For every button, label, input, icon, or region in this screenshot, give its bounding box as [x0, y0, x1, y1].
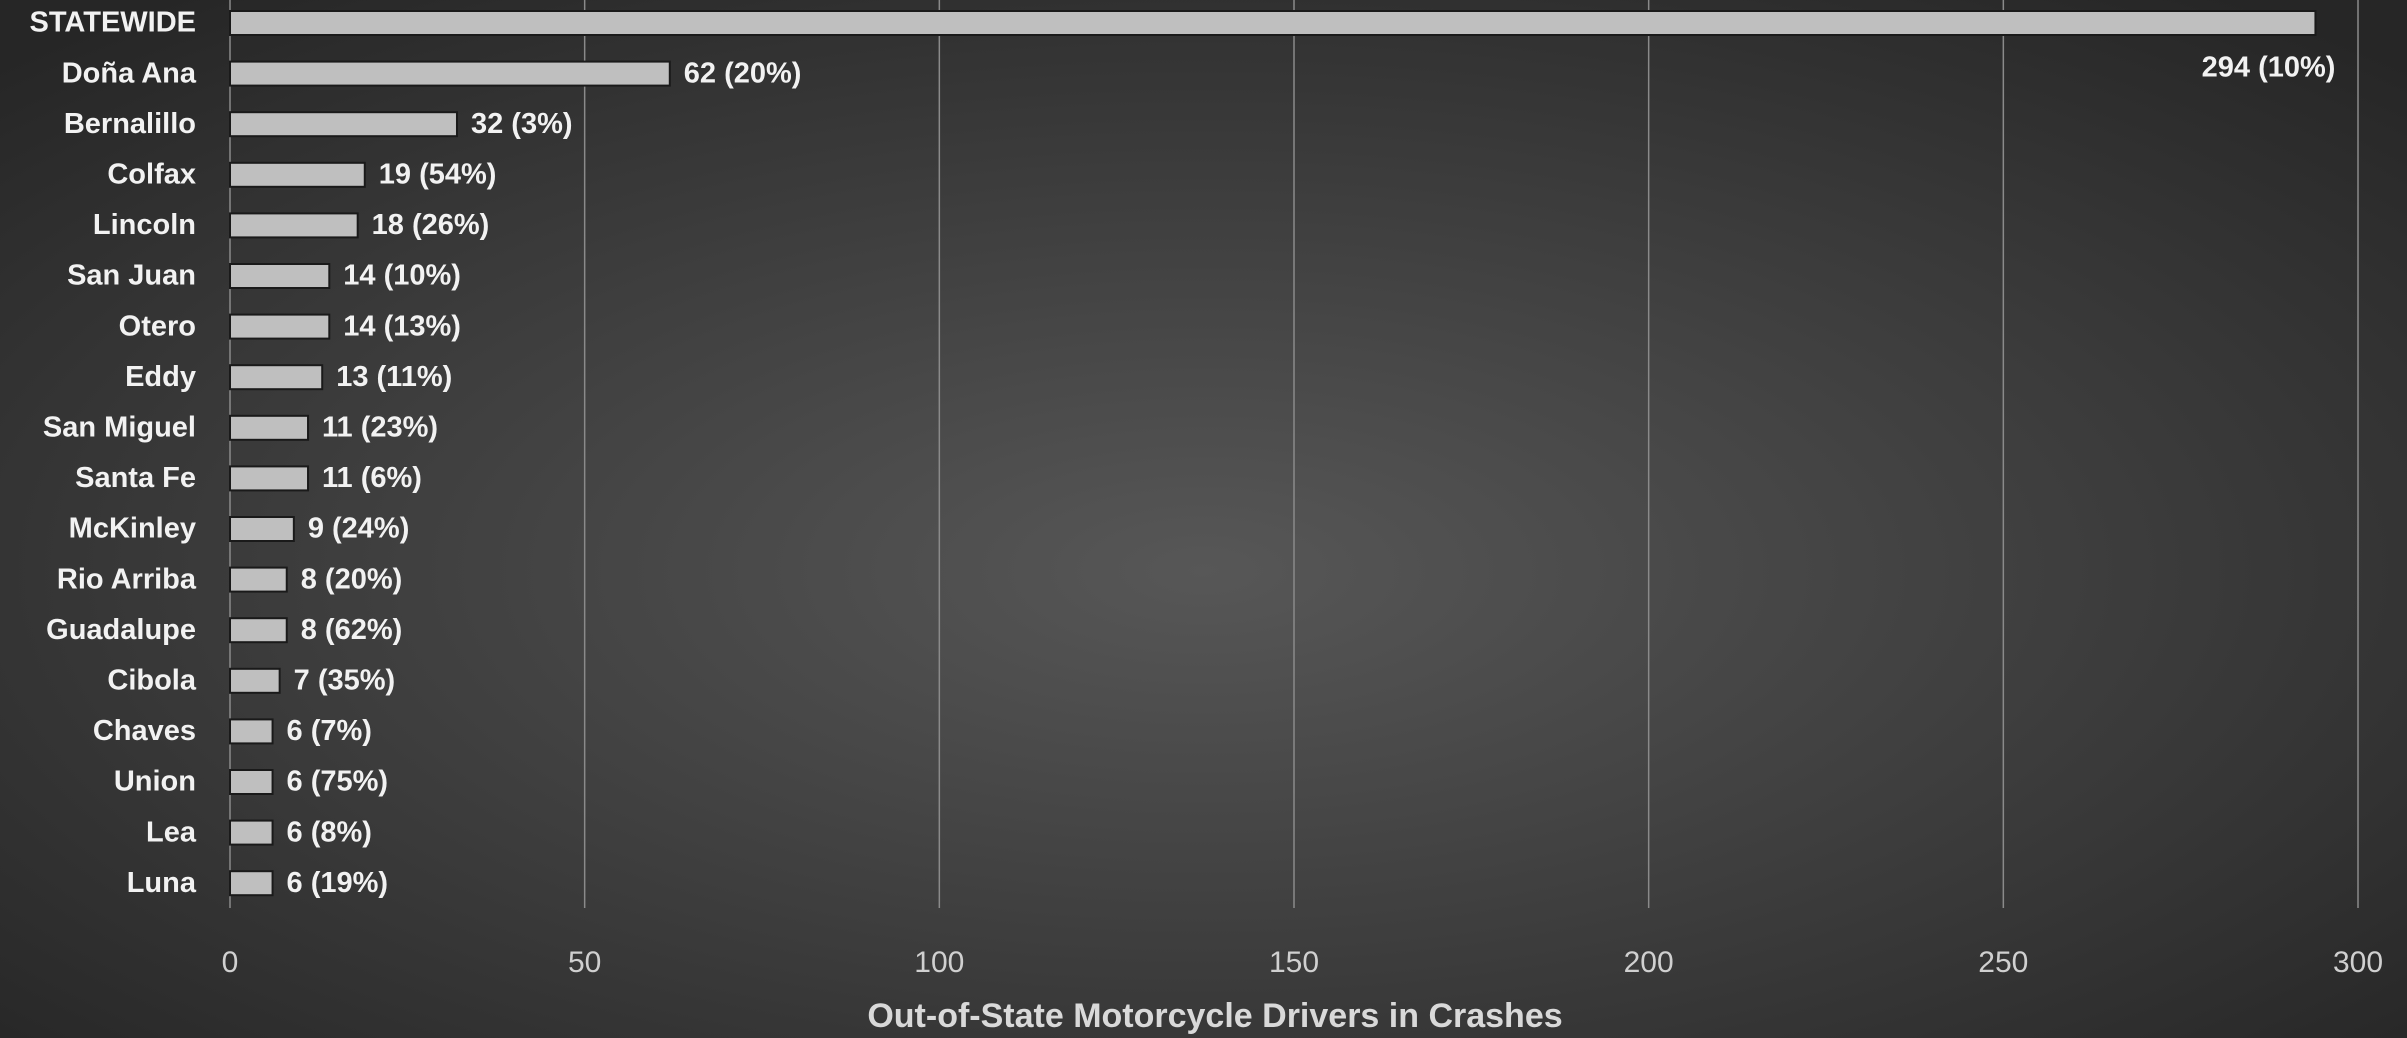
x-axis-title: Out-of-State Motorcycle Drivers in Crash… — [867, 997, 1562, 1035]
bar — [229, 263, 331, 289]
data-label: 11 (6%) — [322, 462, 422, 494]
x-tick-label: 0 — [222, 946, 239, 979]
data-label: 294 (10%) — [2202, 52, 2336, 84]
bar — [229, 364, 324, 391]
bar — [229, 161, 366, 188]
data-label: 18 (26%) — [372, 209, 490, 241]
bar — [229, 10, 2317, 36]
y-tick-label: Otero — [119, 310, 196, 342]
bar — [229, 313, 331, 340]
data-label: 11 (23%) — [322, 411, 438, 443]
y-tick-label: San Juan — [67, 260, 196, 292]
data-label: 6 (7%) — [287, 715, 372, 747]
bar — [229, 718, 274, 745]
data-label: 6 (8%) — [287, 816, 372, 848]
y-tick-label: Guadalupe — [46, 614, 196, 646]
y-tick-label: Cibola — [107, 664, 196, 696]
y-tick-label: Rio Arriba — [57, 563, 197, 595]
data-label: 6 (19%) — [287, 867, 389, 899]
bar — [229, 667, 281, 694]
y-tick-label: Lea — [146, 816, 197, 848]
bar — [229, 111, 458, 138]
bar — [229, 60, 671, 87]
y-tick-label: Doña Ana — [62, 57, 197, 89]
data-label: 9 (24%) — [308, 513, 410, 545]
data-label: 8 (20%) — [301, 563, 403, 595]
y-tick-label: McKinley — [69, 513, 196, 545]
y-tick-label: San Miguel — [43, 411, 196, 443]
bar — [229, 566, 288, 593]
y-tick-label: Luna — [127, 867, 197, 899]
x-tick-label: 150 — [1269, 946, 1319, 979]
x-tick-label: 50 — [568, 946, 601, 979]
data-label: 8 (62%) — [301, 614, 403, 646]
data-label: 32 (3%) — [471, 108, 573, 140]
y-tick-label: STATEWIDE — [30, 7, 196, 39]
x-tick-label: 250 — [1978, 946, 2028, 979]
x-tick-label: 300 — [2333, 946, 2383, 979]
y-tick-label: Santa Fe — [75, 462, 196, 494]
bar — [229, 617, 288, 644]
data-label: 14 (10%) — [343, 260, 461, 292]
data-label: 7 (35%) — [294, 664, 396, 696]
data-label: 6 (75%) — [287, 766, 389, 798]
y-tick-label: Eddy — [125, 361, 196, 393]
bar — [229, 870, 274, 897]
data-label: 62 (20%) — [684, 57, 802, 89]
data-label: 19 (54%) — [379, 158, 497, 190]
bar — [229, 414, 310, 441]
y-tick-label: Colfax — [107, 158, 196, 190]
y-tick-label: Bernalillo — [64, 108, 196, 140]
y-tick-label: Union — [114, 766, 196, 798]
y-tick-label: Chaves — [93, 715, 196, 747]
bar — [229, 769, 274, 795]
data-label: 13 (11%) — [336, 361, 452, 393]
x-tick-label: 200 — [1624, 946, 1674, 979]
data-label: 14 (13%) — [343, 310, 461, 342]
bar — [229, 465, 310, 492]
bar — [229, 516, 295, 542]
bar — [229, 212, 359, 239]
bar — [229, 819, 274, 846]
y-tick-label: Lincoln — [93, 209, 196, 241]
x-tick-label: 100 — [914, 946, 964, 979]
